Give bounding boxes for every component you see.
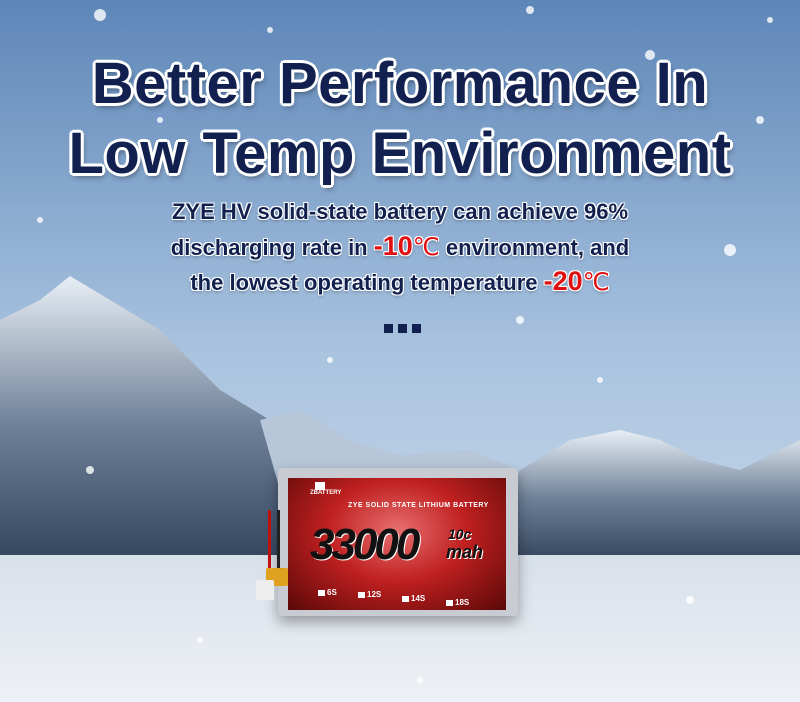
brand-name: ZBATTERY — [310, 490, 342, 496]
description-line-3: the lowest operating temperature -20℃ — [0, 266, 800, 297]
checkbox-icon — [402, 595, 409, 602]
cell-option: 18S — [446, 598, 469, 607]
text: environment, and — [439, 235, 630, 260]
celsius-unit: ℃ — [412, 234, 440, 261]
discharge-rate: 10c — [448, 526, 472, 542]
description-line-1: ZYE HV solid-state battery can achieve 9… — [171, 199, 629, 224]
mountain-left — [0, 276, 360, 580]
capacity: 33000 — [310, 520, 420, 569]
description-line-2: discharging rate in -10℃ environment, an… — [0, 231, 800, 262]
ellipsis-dots — [384, 324, 421, 333]
text: discharging rate in — [170, 235, 374, 260]
cell-option: 6S — [318, 588, 337, 597]
label-title: ZYE SOLID STATE LITHIUM BATTERY — [348, 502, 489, 509]
checkbox-icon — [318, 589, 325, 596]
battery-wires — [268, 510, 280, 570]
option-label: 6S — [327, 588, 337, 597]
option-label: 14S — [411, 594, 426, 603]
temp-highlight: -10 — [373, 231, 413, 261]
battery-pack-image: ZBATTERY ZYE SOLID STATE LITHIUM BATTERY… — [256, 468, 518, 616]
headline-line-2: Low Temp Environment — [68, 121, 732, 186]
balance-connector — [256, 580, 274, 600]
checkbox-icon — [358, 591, 365, 598]
battery-label: ZBATTERY ZYE SOLID STATE LITHIUM BATTERY… — [288, 478, 506, 610]
cell-option: 12S — [358, 590, 381, 599]
text: the lowest operating temperature — [190, 270, 544, 295]
brand-logo-icon — [315, 482, 325, 490]
checkbox-icon — [446, 599, 453, 606]
headline-line-1: Better Performance In — [91, 51, 709, 116]
capacity-unit: mah — [446, 542, 484, 562]
celsius-unit: ℃ — [582, 269, 610, 296]
mountain-right — [480, 430, 800, 570]
temp-highlight: -20 — [543, 266, 583, 296]
cell-option: 14S — [402, 594, 425, 603]
option-label: 18S — [455, 598, 470, 607]
option-label: 12S — [367, 590, 382, 599]
